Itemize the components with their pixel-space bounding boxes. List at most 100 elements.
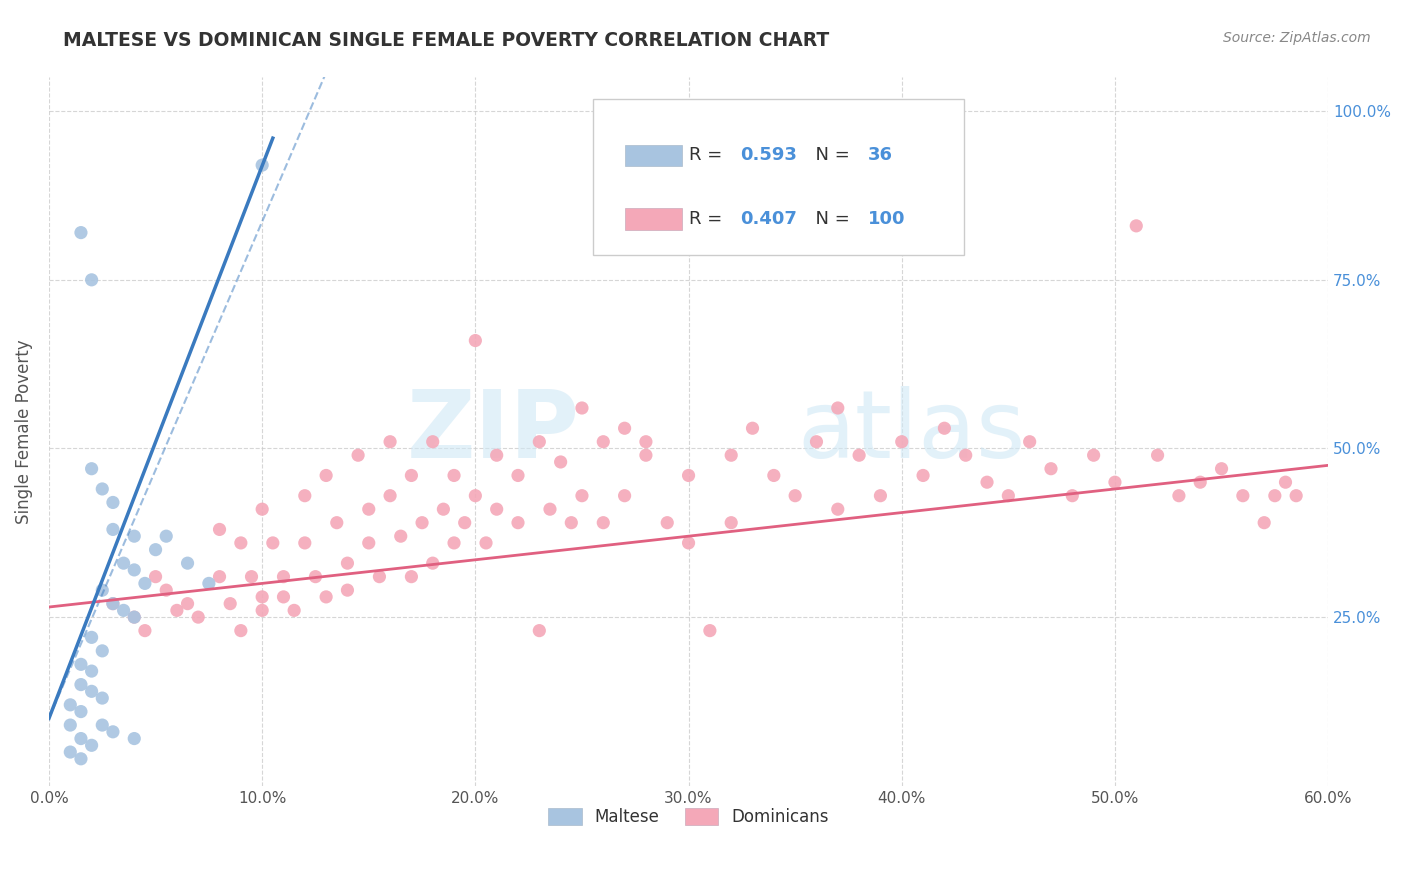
Point (934, 421, 956, 435)
Point (1125, 219, 1147, 233)
Point (378, 489, 401, 503)
Point (422, 434, 444, 449)
Point (762, 468, 785, 483)
Point (678, 536, 700, 550)
Point (912, 468, 935, 483)
Point (122, 610, 145, 624)
Point (1253, 516, 1275, 530)
Point (122, 529, 145, 543)
Point (454, 516, 477, 530)
Point (176, 556, 198, 570)
Point (1040, 461, 1063, 475)
Point (208, 569, 231, 583)
Point (401, 569, 423, 583)
Point (1083, 448, 1105, 462)
Point (59, 745, 82, 759)
Point (101, 724, 124, 739)
Point (506, 516, 529, 530)
Point (336, 556, 359, 570)
Point (273, 569, 295, 583)
Point (294, 489, 316, 503)
Point (315, 468, 337, 483)
Point (250, 603, 273, 617)
Point (208, 523, 231, 537)
Point (155, 529, 177, 543)
Point (122, 563, 145, 577)
Text: R =: R = (689, 146, 727, 164)
Text: 100: 100 (868, 211, 905, 228)
Point (122, 610, 145, 624)
Point (592, 434, 614, 449)
Point (101, 597, 124, 611)
FancyBboxPatch shape (624, 209, 682, 230)
Point (720, 516, 742, 530)
Point (890, 434, 912, 449)
Point (357, 536, 380, 550)
Point (485, 448, 508, 462)
Text: MALTESE VS DOMINICAN SINGLE FEMALE POVERTY CORRELATION CHART: MALTESE VS DOMINICAN SINGLE FEMALE POVER… (63, 31, 830, 50)
Point (1232, 489, 1254, 503)
Point (411, 516, 433, 530)
Point (657, 516, 679, 530)
Point (432, 502, 454, 516)
Point (315, 590, 337, 604)
Point (827, 502, 849, 516)
Point (122, 731, 145, 746)
Point (347, 448, 370, 462)
Point (571, 401, 593, 415)
Point (294, 536, 316, 550)
Point (443, 536, 465, 550)
Point (101, 597, 124, 611)
Point (70, 677, 93, 691)
Text: 0.593: 0.593 (740, 146, 797, 164)
Point (378, 434, 401, 449)
Point (70, 657, 93, 672)
Point (699, 624, 721, 638)
Point (806, 434, 828, 449)
Point (571, 489, 593, 503)
Text: N =: N = (804, 211, 855, 228)
Point (401, 468, 423, 483)
Point (80, 631, 103, 645)
Point (250, 590, 273, 604)
Point (145, 542, 167, 557)
Text: 36: 36 (868, 146, 893, 164)
Point (229, 624, 252, 638)
FancyBboxPatch shape (592, 99, 963, 254)
Point (720, 448, 742, 462)
Point (59, 698, 82, 712)
Point (59, 718, 82, 732)
Point (70, 705, 93, 719)
Point (422, 556, 444, 570)
Point (304, 569, 326, 583)
Point (70, 731, 93, 746)
Text: atlas: atlas (797, 385, 1025, 477)
Point (464, 334, 486, 348)
Point (1189, 475, 1212, 490)
Text: ZIP: ZIP (406, 385, 579, 477)
Point (101, 495, 124, 509)
Point (464, 489, 486, 503)
Point (357, 502, 380, 516)
Point (80, 684, 103, 698)
FancyBboxPatch shape (624, 145, 682, 166)
Point (80, 739, 103, 753)
Point (389, 529, 412, 543)
Point (1274, 475, 1296, 490)
Text: Source: ZipAtlas.com: Source: ZipAtlas.com (1223, 31, 1371, 45)
Point (1285, 489, 1308, 503)
Point (134, 624, 156, 638)
Point (250, 158, 273, 172)
Point (273, 590, 295, 604)
Point (145, 569, 167, 583)
Y-axis label: Single Female Poverty: Single Female Poverty (15, 339, 32, 524)
Point (997, 489, 1019, 503)
Point (550, 455, 572, 469)
Point (176, 597, 198, 611)
Point (262, 536, 284, 550)
Point (187, 610, 209, 624)
Point (219, 597, 242, 611)
Point (91, 691, 114, 706)
Point (166, 603, 188, 617)
Point (198, 576, 221, 591)
